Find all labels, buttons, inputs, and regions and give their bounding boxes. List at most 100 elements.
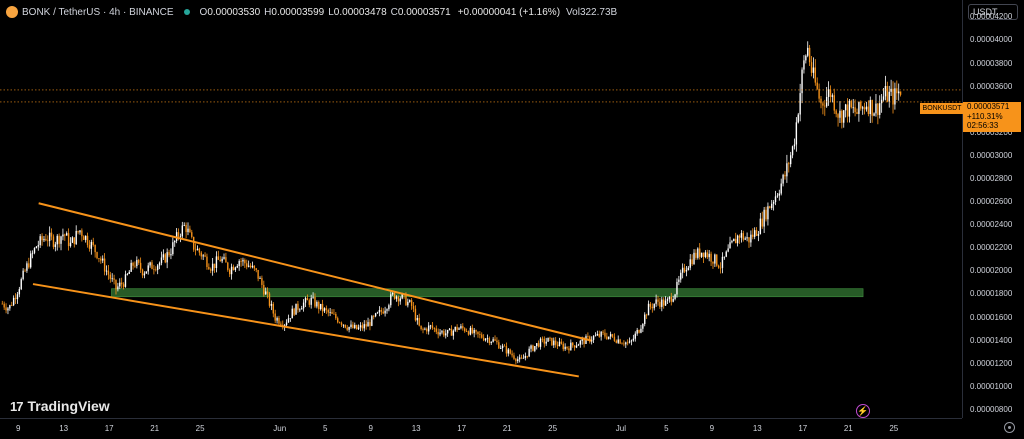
- candle-down: [568, 348, 570, 351]
- candle-up: [744, 238, 746, 240]
- candle-down: [615, 340, 618, 343]
- time-tick-label: 13: [59, 424, 69, 433]
- candle-up: [757, 233, 760, 236]
- candle-down: [120, 282, 123, 285]
- gear-icon[interactable]: [1004, 422, 1015, 433]
- currency-button[interactable]: USDT: [968, 4, 1018, 20]
- candle-up: [700, 252, 703, 257]
- candle-up: [33, 248, 36, 253]
- low-value: L0.00003478: [328, 6, 387, 18]
- candle-up: [848, 100, 851, 117]
- price-tick-label: 0.00001200: [970, 358, 1013, 368]
- candle-down: [818, 88, 820, 99]
- chart-plot-area[interactable]: [0, 0, 962, 418]
- candle-down: [659, 301, 661, 307]
- candle-up: [625, 342, 627, 345]
- candle-down: [208, 266, 210, 270]
- candle-up: [111, 278, 113, 280]
- candle-up: [295, 303, 297, 315]
- candle-down: [755, 230, 758, 236]
- candle-down: [649, 303, 652, 307]
- candle-up: [490, 341, 492, 344]
- candle-down: [198, 248, 201, 253]
- candle-up: [676, 281, 678, 295]
- candle-up: [312, 296, 314, 298]
- candle-down: [433, 328, 436, 329]
- candle-down: [327, 309, 329, 313]
- candle-up: [291, 308, 293, 319]
- candle-up: [875, 103, 877, 114]
- candle-down: [115, 279, 117, 290]
- lightning-icon[interactable]: ⚡: [856, 404, 870, 418]
- candle-up: [507, 349, 509, 354]
- candle-up: [289, 318, 292, 320]
- candle-down: [554, 340, 557, 345]
- candle-down: [494, 339, 496, 341]
- candle-down: [200, 252, 202, 257]
- candle-down: [475, 330, 477, 332]
- time-axis[interactable]: [0, 418, 962, 439]
- price-tick-label: 0.00003000: [970, 150, 1013, 160]
- candle-down: [321, 303, 324, 312]
- candle-up: [492, 339, 494, 342]
- candle-up: [384, 310, 386, 314]
- candle-down: [189, 228, 191, 233]
- candle-up: [723, 256, 726, 258]
- candle-down: [88, 245, 91, 249]
- candle-down: [257, 269, 259, 279]
- candle-down: [64, 234, 66, 236]
- candle-down: [52, 236, 55, 247]
- candle-down: [132, 262, 134, 266]
- candle-up: [460, 326, 462, 329]
- time-tick-label: 21: [150, 424, 160, 433]
- candle-up: [9, 305, 11, 309]
- candle-up: [348, 326, 350, 330]
- time-tick-label: 5: [664, 424, 669, 433]
- candle-down: [344, 324, 347, 328]
- candle-up: [376, 312, 379, 314]
- time-tick-label: 25: [195, 424, 205, 433]
- candle-up: [367, 322, 369, 327]
- candle-up: [564, 346, 566, 350]
- candle-up: [126, 273, 129, 275]
- candle-up: [767, 206, 769, 220]
- candle-up: [22, 270, 24, 280]
- candle-up: [858, 101, 860, 114]
- candle-up: [124, 274, 127, 287]
- candle-down: [268, 293, 271, 306]
- candle-up: [693, 252, 695, 265]
- candle-down: [886, 86, 889, 102]
- candle-down: [393, 292, 396, 299]
- candle-down: [346, 327, 348, 330]
- candle-up: [653, 303, 655, 309]
- candle-down: [587, 336, 589, 337]
- candle-down: [185, 225, 187, 233]
- candle-down: [210, 269, 212, 271]
- candle-up: [873, 113, 875, 116]
- candle-up: [778, 193, 781, 196]
- candle-down: [896, 88, 898, 94]
- candle-down: [695, 252, 697, 258]
- candle-down: [134, 265, 136, 267]
- candle-down: [712, 261, 714, 264]
- price-tick-label: 0.00003200: [970, 127, 1013, 137]
- candle-down: [263, 284, 265, 295]
- price-tick-label: 0.00002400: [970, 220, 1013, 230]
- candle-up: [388, 305, 390, 310]
- time-tick-label: 21: [502, 424, 512, 433]
- candle-up: [776, 195, 779, 197]
- candle-down: [122, 284, 125, 287]
- price-axis[interactable]: [962, 0, 1024, 418]
- candle-up: [617, 339, 619, 343]
- candle-up: [363, 324, 365, 329]
- candle-down: [5, 307, 7, 311]
- candle-down: [422, 329, 424, 330]
- candle-down: [788, 163, 790, 165]
- candle-up: [634, 333, 636, 339]
- candle-down: [710, 253, 712, 262]
- candle-up: [780, 183, 782, 194]
- candle-up: [888, 91, 890, 102]
- time-tick-label: 13: [752, 424, 762, 433]
- candle-up: [54, 244, 57, 247]
- symbol-name[interactable]: BONK / TetherUS · 4h · BINANCE: [22, 6, 174, 18]
